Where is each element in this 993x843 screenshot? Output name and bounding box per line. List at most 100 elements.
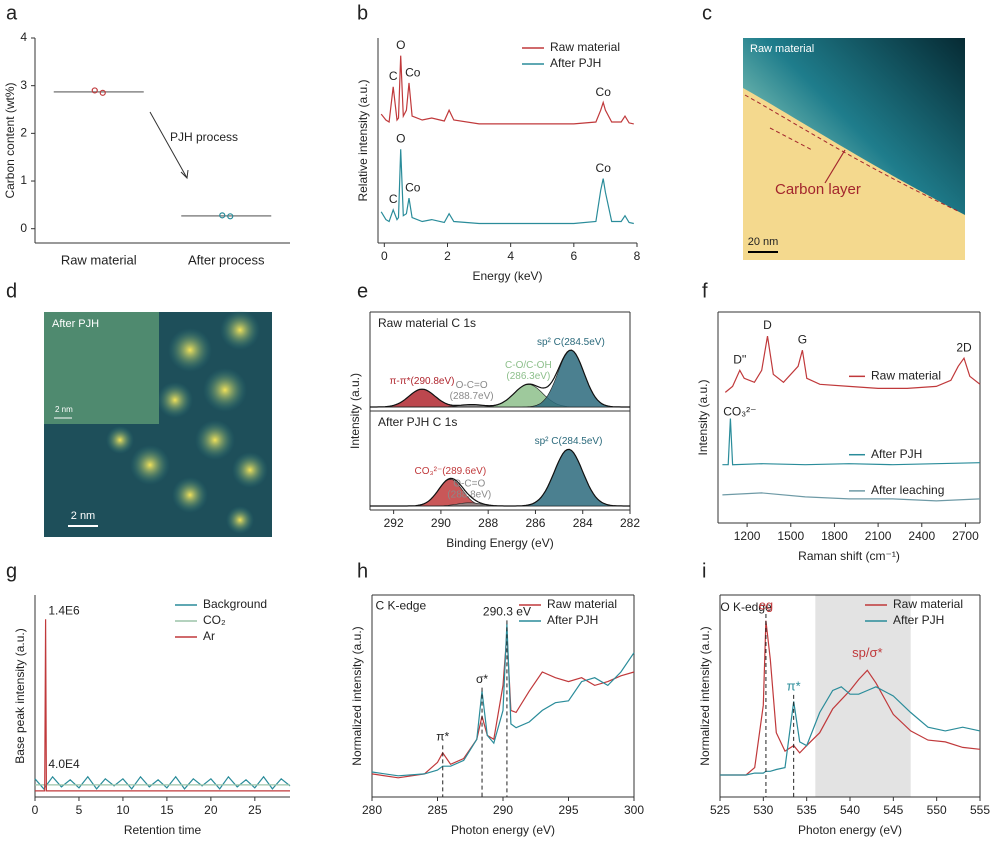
peak-label: CO₃²⁻(289.6eV)	[415, 466, 487, 477]
panel-letter: f	[702, 280, 708, 302]
data-point	[91, 87, 98, 94]
annotation: Co	[596, 161, 612, 175]
annotation: C K-edge	[375, 599, 426, 613]
x-tick-label: 545	[883, 803, 903, 817]
subpanel-title: Raw material C 1s	[378, 316, 476, 330]
peak-label: sp² C(284.5eV)	[535, 436, 603, 447]
panel-letter: h	[357, 560, 368, 582]
y-axis-label: Normalized intensity (a.u.)	[698, 626, 712, 765]
x-axis-label: Binding Energy (eV)	[446, 536, 553, 550]
arrow	[149, 111, 189, 180]
annotation: G	[798, 332, 807, 346]
annotation: Co	[596, 85, 612, 99]
envelope	[370, 349, 630, 408]
annotation: 290.3 eV	[483, 604, 531, 618]
envelope	[370, 448, 630, 507]
x-tick-label: 5	[76, 803, 83, 817]
y-tick-label: 0	[20, 221, 27, 235]
annotation: D''	[733, 352, 746, 366]
series-line	[722, 492, 981, 502]
x-tick-label: 1200	[734, 529, 761, 543]
y-axis-label: Carbon content (wt%)	[3, 82, 17, 198]
peak-label: (286.3eV)	[506, 371, 550, 382]
data-point	[99, 89, 106, 96]
x-axis-label: Raman shift (cm⁻¹)	[798, 549, 900, 563]
x-tick-label: 1500	[777, 529, 804, 543]
legend-label: Ar	[203, 629, 215, 643]
panel-letter: e	[357, 280, 368, 302]
x-tick-label: 6	[570, 249, 577, 263]
scale-label: 20 nm	[748, 236, 779, 248]
panel-letter: b	[357, 2, 368, 24]
x-axis-label: Photon energy (eV)	[798, 823, 902, 837]
image-panel-d: After PJH 2 nm 2 nm	[44, 310, 272, 537]
image-label: Raw material	[750, 43, 814, 55]
x-tick-label: 284	[573, 516, 593, 530]
x-tick-label: After process	[188, 252, 265, 267]
x-tick-label: 2100	[865, 529, 892, 543]
legend-label: After PJH	[871, 447, 922, 461]
x-tick-label: 0	[32, 803, 39, 817]
x-tick-label: 280	[362, 803, 382, 817]
image-label: After PJH	[52, 318, 99, 330]
annotation: σ*	[476, 672, 488, 686]
x-tick-label: 290	[493, 803, 513, 817]
annotation: D	[763, 318, 772, 332]
x-tick-label: 530	[753, 803, 773, 817]
peak-label: C-O/C-OH	[505, 360, 552, 371]
series-line	[722, 418, 981, 466]
series-line	[35, 619, 290, 792]
scale-label: 2 nm	[55, 405, 73, 414]
annotation: Co	[405, 65, 421, 79]
x-tick-label: 525	[710, 803, 730, 817]
legend-label: Raw material	[547, 597, 617, 611]
panel-letter: d	[6, 280, 17, 302]
image-panel-c: Raw material Carbon layer 20 nm	[743, 38, 965, 260]
x-tick-label: 285	[427, 803, 447, 817]
data-point	[227, 213, 234, 220]
x-tick-label: 292	[384, 516, 404, 530]
x-tick-label: 2400	[908, 529, 935, 543]
x-tick-label: 10	[116, 803, 130, 817]
x-tick-label: 290	[431, 516, 451, 530]
x-tick-label: 300	[624, 803, 644, 817]
y-tick-label: 1	[20, 173, 27, 187]
legend-label: Raw material	[893, 597, 963, 611]
y-tick-label: 3	[20, 78, 27, 92]
x-tick-label: 2700	[952, 529, 979, 543]
series-line	[34, 775, 291, 790]
peak-label: O-C=O	[453, 478, 485, 489]
x-tick-label: 2	[444, 249, 451, 263]
annotation: π*	[787, 678, 801, 693]
annotation: sp/σ*	[852, 645, 882, 660]
x-tick-label: 295	[558, 803, 578, 817]
legend-label: After PJH	[550, 56, 601, 70]
arrow	[824, 149, 846, 184]
legend-label: After PJH	[893, 613, 944, 627]
annotation: O K-edge	[720, 600, 772, 614]
panel-letter: i	[702, 560, 706, 582]
legend-label: Background	[203, 597, 267, 611]
annotation: π*	[436, 730, 449, 744]
annotation: Co	[405, 181, 421, 195]
inset	[44, 312, 159, 424]
peak-label: sp² C(284.5eV)	[537, 337, 605, 348]
panel-letter: a	[6, 2, 18, 24]
x-axis-label: Retention time	[124, 823, 202, 837]
fit-peak	[370, 449, 630, 507]
x-tick-label: 0	[381, 249, 388, 263]
particle-region	[743, 88, 965, 260]
x-tick-label: Raw material	[61, 252, 137, 267]
x-tick-label: 288	[478, 516, 498, 530]
x-tick-label: 20	[204, 803, 218, 817]
boundary-line	[769, 127, 813, 151]
x-tick-label: 550	[927, 803, 947, 817]
annotation: C	[389, 192, 398, 206]
series-line	[371, 623, 635, 777]
scale-label: 2 nm	[71, 510, 95, 522]
shaded-region	[815, 595, 911, 797]
series-line	[380, 55, 634, 125]
x-tick-label: 540	[840, 803, 860, 817]
x-tick-label: 535	[797, 803, 817, 817]
